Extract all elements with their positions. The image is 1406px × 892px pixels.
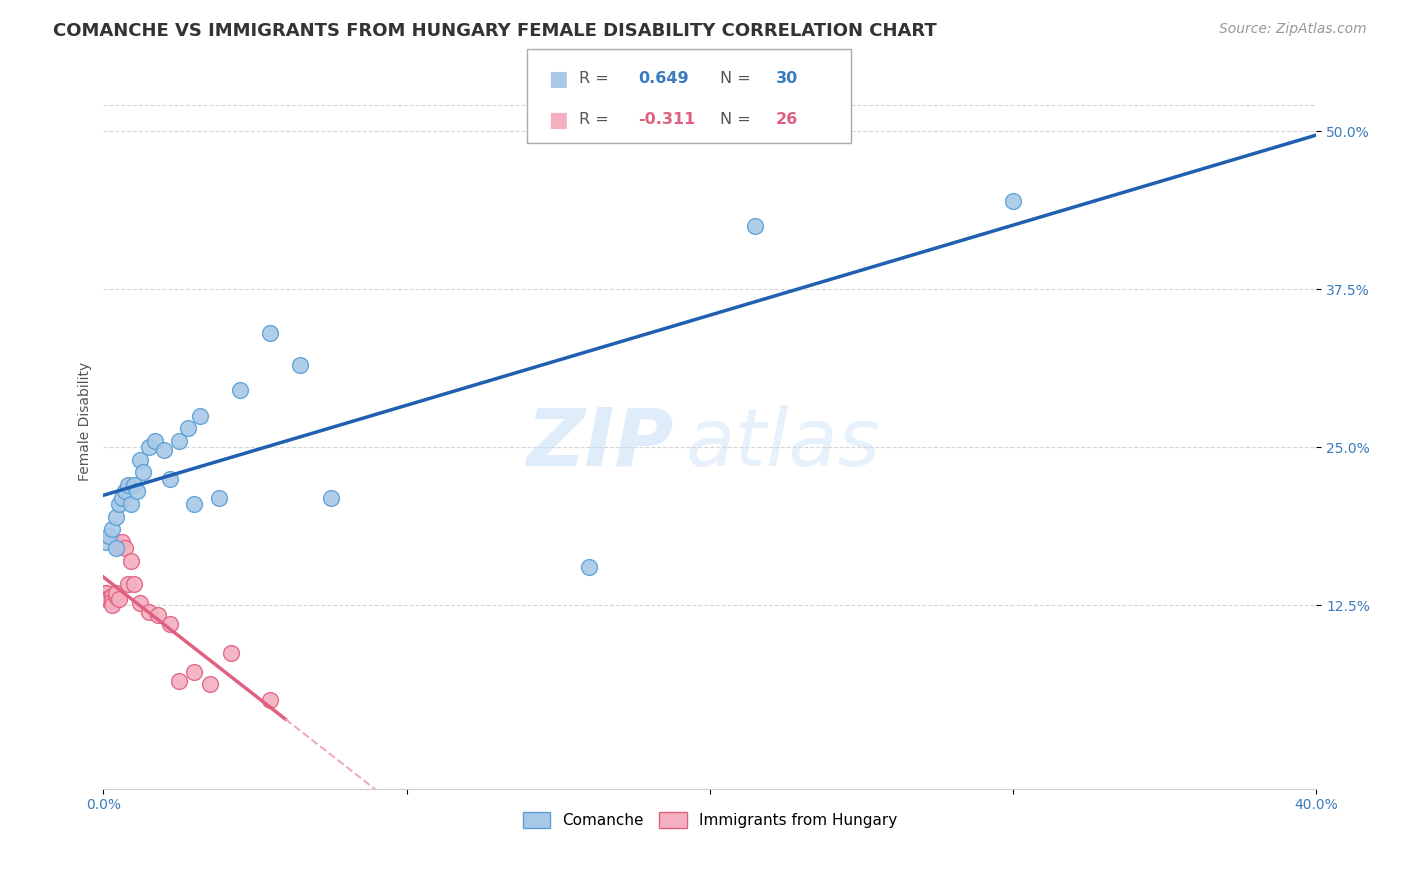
Text: ■: ■ <box>548 69 568 89</box>
Point <box>114 541 136 556</box>
Point <box>96 535 118 549</box>
Point <box>96 585 118 599</box>
Text: N =: N = <box>720 71 756 87</box>
Text: R =: R = <box>579 71 614 87</box>
Point <box>290 358 312 372</box>
Point <box>319 491 342 505</box>
Point <box>117 576 139 591</box>
Point <box>101 598 124 612</box>
Text: 30: 30 <box>776 71 799 87</box>
Point <box>153 442 176 457</box>
Point <box>98 591 121 606</box>
Point <box>578 560 600 574</box>
Point <box>104 590 127 604</box>
Point <box>207 491 229 505</box>
Point <box>159 472 181 486</box>
Text: ZIP: ZIP <box>526 405 673 483</box>
Text: atlas: atlas <box>686 405 880 483</box>
Point <box>104 509 127 524</box>
Point <box>143 434 166 448</box>
Point <box>167 434 190 448</box>
Point <box>177 421 200 435</box>
Point <box>104 585 127 599</box>
Point <box>101 522 124 536</box>
Point <box>117 478 139 492</box>
Point <box>101 594 124 608</box>
Text: 0.649: 0.649 <box>638 71 689 87</box>
Point <box>198 676 221 690</box>
Point <box>110 535 132 549</box>
Point <box>125 484 148 499</box>
Point <box>104 541 127 556</box>
Point <box>146 608 169 623</box>
Point <box>167 674 190 689</box>
Point <box>107 539 129 553</box>
Point <box>128 452 150 467</box>
Point <box>96 585 118 599</box>
Point <box>138 605 160 619</box>
Text: 26: 26 <box>776 112 799 128</box>
Point <box>229 383 252 397</box>
Point <box>183 497 205 511</box>
Point <box>132 466 155 480</box>
Point <box>114 484 136 499</box>
Text: ■: ■ <box>548 110 568 129</box>
Text: N =: N = <box>720 112 756 128</box>
Text: R =: R = <box>579 112 614 128</box>
Y-axis label: Female Disability: Female Disability <box>79 362 93 482</box>
Point <box>744 219 766 233</box>
Point <box>183 665 205 680</box>
Text: -0.311: -0.311 <box>638 112 696 128</box>
Text: COMANCHE VS IMMIGRANTS FROM HUNGARY FEMALE DISABILITY CORRELATION CHART: COMANCHE VS IMMIGRANTS FROM HUNGARY FEMA… <box>53 22 938 40</box>
Point <box>128 596 150 610</box>
Point <box>98 528 121 542</box>
Point <box>107 497 129 511</box>
Point <box>1002 194 1025 208</box>
Point <box>259 693 281 707</box>
Legend: Comanche, Immigrants from Hungary: Comanche, Immigrants from Hungary <box>515 805 904 836</box>
Point <box>138 440 160 454</box>
Point <box>219 646 242 660</box>
Point <box>107 591 129 606</box>
Text: Source: ZipAtlas.com: Source: ZipAtlas.com <box>1219 22 1367 37</box>
Point <box>190 409 212 423</box>
Point <box>122 576 145 591</box>
Point <box>120 554 142 568</box>
Point <box>122 478 145 492</box>
Point <box>259 326 281 341</box>
Point <box>101 590 124 604</box>
Point <box>120 497 142 511</box>
Point <box>110 491 132 505</box>
Point <box>96 591 118 606</box>
Point <box>159 617 181 632</box>
Point <box>98 591 121 606</box>
